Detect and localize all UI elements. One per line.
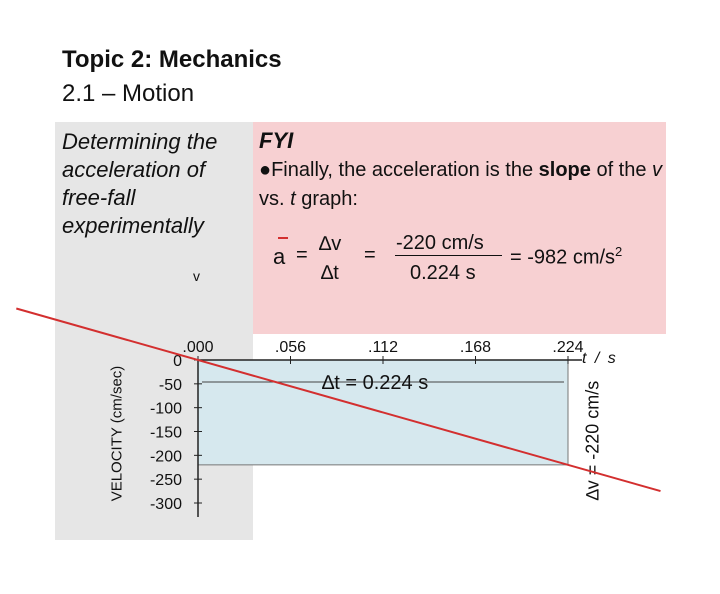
y-tick-label: -250 [150, 472, 182, 489]
left-panel [55, 122, 253, 540]
y-tick-label: -100 [150, 401, 182, 418]
fraction-bar [395, 255, 502, 256]
result-exponent: 2 [615, 244, 623, 259]
fyi-panel [253, 122, 666, 334]
slide-title: Topic 2: Mechanics [62, 46, 282, 73]
x-tick-label: .000 [182, 339, 213, 356]
fyi-text-v: v [652, 159, 663, 181]
x-tick-label: .168 [460, 339, 491, 356]
y-tick-label: -150 [150, 425, 182, 442]
delta-t-annotation: ∆t = 0.224 s [322, 372, 429, 394]
fyi-text-2: of the [590, 159, 653, 181]
delta-t-symbol: ∆t [321, 262, 339, 284]
acceleration-bar [278, 237, 288, 239]
fit-line [16, 307, 661, 493]
fyi-heading: FYI [259, 128, 294, 153]
y-tick-label: -200 [150, 448, 182, 465]
fyi-text-t: t [290, 188, 296, 210]
equals-sign-1: = [296, 244, 308, 266]
acceleration-symbol: a [273, 244, 286, 269]
fyi-text-4: graph: [295, 188, 358, 210]
x-tick-label: .056 [275, 339, 306, 356]
left-caption: Determining the acceleration of free-fal… [62, 129, 218, 238]
denominator: 0.224 s [410, 262, 476, 284]
y-tick-label: -50 [159, 377, 182, 394]
fyi-text-3: vs. [259, 188, 291, 210]
y-tick-label: -300 [150, 496, 182, 513]
fyi-note: ●Finally, the acceleration is the slope … [259, 156, 664, 214]
numerator: -220 cm/s [396, 232, 484, 254]
v-axis-short-label: v [193, 268, 200, 284]
delta-v-symbol: ∆v [319, 233, 342, 255]
equation-result: = -982 cm/s2 [510, 244, 623, 269]
fyi-text-1: Finally, the acceleration is the [271, 159, 539, 181]
bullet-icon: ● [259, 159, 272, 181]
x-tick-label: .224 [552, 339, 583, 356]
velocity-time-chart: 0 -50 -100 -150 -200 -250 -300 .000 .056 .112 .168… [16, 307, 661, 517]
x-axis-label: t / s [582, 350, 618, 367]
slide-subtitle: 2.1 – Motion [62, 80, 195, 107]
x-tick-label: .112 [368, 339, 398, 356]
equals-sign-2: = [364, 244, 376, 266]
y-tick-label: 0 [173, 353, 182, 370]
fyi-text-slope: slope [538, 159, 591, 181]
